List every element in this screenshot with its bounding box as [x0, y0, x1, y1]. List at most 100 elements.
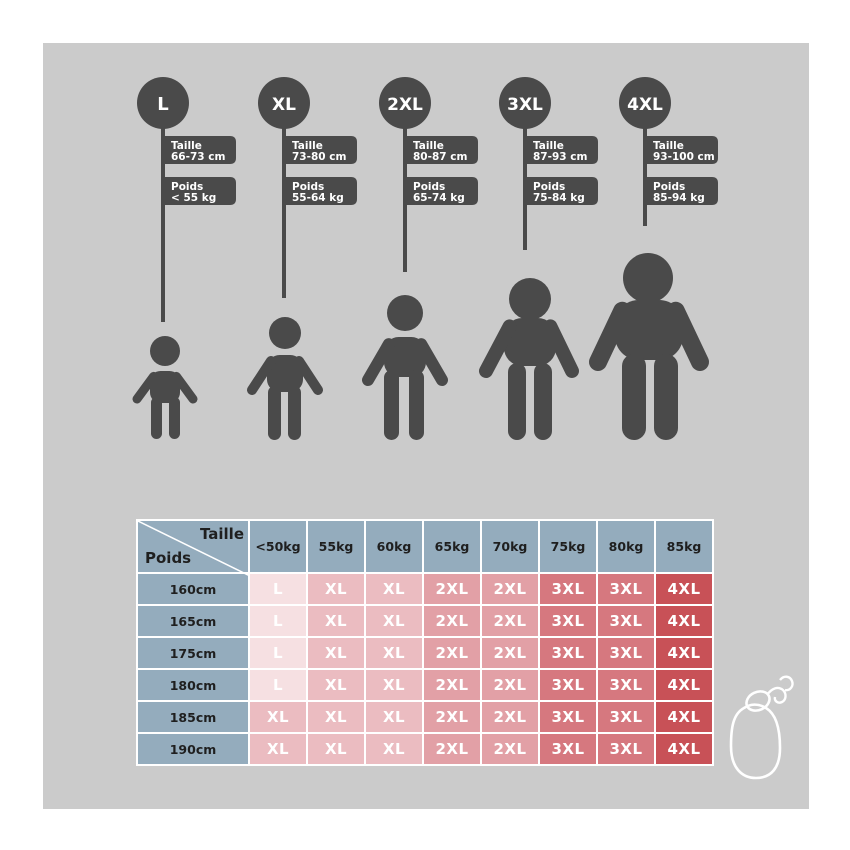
size-cell: 4XL — [654, 700, 714, 734]
column-header: 75kg — [538, 519, 598, 574]
taille-flag-label: Taille — [533, 140, 564, 152]
taille-flag-value: 87-93 cm — [533, 151, 587, 163]
size-cell: 3XL — [538, 604, 598, 638]
table-row: 180cm L XL XL 2XL 2XL 3XL 3XL 4XL — [136, 668, 714, 702]
row-header: 175cm — [136, 636, 250, 670]
size-cell: 3XL — [538, 572, 598, 606]
size-cell: 3XL — [596, 636, 656, 670]
column-header: 70kg — [480, 519, 540, 574]
person-icon — [132, 336, 198, 439]
corner-diagonal — [138, 521, 250, 576]
taille-flag-label: Taille — [171, 140, 202, 152]
size-cell: XL — [364, 572, 424, 606]
taille-flag-label: Taille — [413, 140, 444, 152]
poids-flag-value: 55-64 kg — [292, 192, 344, 204]
size-cell: L — [248, 636, 308, 670]
taille-flag-value: 80-87 cm — [413, 151, 467, 163]
size-badge — [379, 77, 431, 129]
poids-flag — [645, 177, 718, 205]
size-cell: 4XL — [654, 668, 714, 702]
taille-flag — [525, 136, 598, 164]
size-badge — [619, 77, 671, 129]
taille-flag — [284, 136, 357, 164]
taille-flag-label: Taille — [653, 140, 684, 152]
table-row: 175cm L XL XL 2XL 2XL 3XL 3XL 4XL — [136, 636, 714, 670]
taille-flag-label: Taille — [292, 140, 323, 152]
size-cell: 3XL — [538, 636, 598, 670]
size-cell: 4XL — [654, 572, 714, 606]
size-cell: 2XL — [422, 572, 482, 606]
poids-flag — [405, 177, 478, 205]
size-cell: XL — [248, 700, 308, 734]
corner-label-taille: Taille — [199, 525, 244, 543]
row-header: 180cm — [136, 668, 250, 702]
table-corner-cell: Taille Poids — [136, 519, 250, 576]
size-cell: 3XL — [596, 572, 656, 606]
table-body: 160cm L XL XL 2XL 2XL 3XL 3XL 4XL 165cm L XL XL 2XL 2X… — [136, 572, 714, 766]
taille-flag-value: 66-73 cm — [171, 151, 225, 163]
size-badge-label: XL — [272, 95, 296, 115]
table-row: 190cm XL XL XL 2XL 2XL 3XL 3XL 4XL — [136, 732, 714, 766]
size-cell: XL — [364, 604, 424, 638]
size-cell: XL — [364, 668, 424, 702]
size-cell: L — [248, 604, 308, 638]
size-badge — [137, 77, 189, 129]
person-icon — [589, 253, 709, 440]
size-badge — [258, 77, 310, 129]
size-cell: XL — [306, 636, 366, 670]
size-cell: 3XL — [596, 700, 656, 734]
size-cell: 4XL — [654, 636, 714, 670]
size-cell: 3XL — [538, 732, 598, 766]
size-cell: 2XL — [480, 572, 540, 606]
size-cell: XL — [364, 700, 424, 734]
taille-flag-value: 73-80 cm — [292, 151, 346, 163]
size-cell: XL — [306, 700, 366, 734]
row-header: 185cm — [136, 700, 250, 734]
size-cell: 2XL — [422, 700, 482, 734]
size-cell: 2XL — [480, 700, 540, 734]
size-cell: 3XL — [596, 604, 656, 638]
poids-flag — [163, 177, 236, 205]
poids-flag-label: Poids — [292, 181, 324, 193]
size-cell: XL — [306, 668, 366, 702]
size-cell: 2XL — [422, 668, 482, 702]
column-header: 60kg — [364, 519, 424, 574]
size-badge-label: 4XL — [627, 95, 663, 115]
size-cell: L — [248, 572, 308, 606]
corner-label-poids: Poids — [145, 549, 192, 567]
size-cell: 3XL — [596, 732, 656, 766]
size-cell: 4XL — [654, 732, 714, 766]
size-cell: 3XL — [538, 700, 598, 734]
poids-flag — [525, 177, 598, 205]
table-row: 165cm L XL XL 2XL 2XL 3XL 3XL 4XL — [136, 604, 714, 638]
size-table: Taille Poids <50kg 55kg 60kg 65kg 70kg 7… — [136, 519, 714, 766]
poids-flag-label: Poids — [533, 181, 565, 193]
poids-flag-label: Poids — [413, 181, 445, 193]
size-badge-label: L — [157, 94, 168, 115]
taille-flag — [163, 136, 236, 164]
size-badge-label: 2XL — [387, 95, 423, 115]
size-cell: XL — [306, 572, 366, 606]
size-cell: 2XL — [480, 732, 540, 766]
size-cell: 2XL — [422, 636, 482, 670]
size-badge — [499, 77, 551, 129]
row-header: 165cm — [136, 604, 250, 638]
size-cell: XL — [364, 636, 424, 670]
person-icon — [247, 317, 323, 440]
size-cell: 2XL — [480, 636, 540, 670]
poids-flag — [284, 177, 357, 205]
poids-flag-value: 85-94 kg — [653, 192, 705, 204]
size-cell: 2XL — [480, 604, 540, 638]
acorn-outline-icon — [729, 675, 794, 780]
taille-flag-value: 93-100 cm — [653, 151, 715, 163]
column-header: 55kg — [306, 519, 366, 574]
row-header: 190cm — [136, 732, 250, 766]
size-cell: XL — [306, 732, 366, 766]
size-cell: XL — [364, 732, 424, 766]
table-row: 160cm L XL XL 2XL 2XL 3XL 3XL 4XL — [136, 572, 714, 606]
